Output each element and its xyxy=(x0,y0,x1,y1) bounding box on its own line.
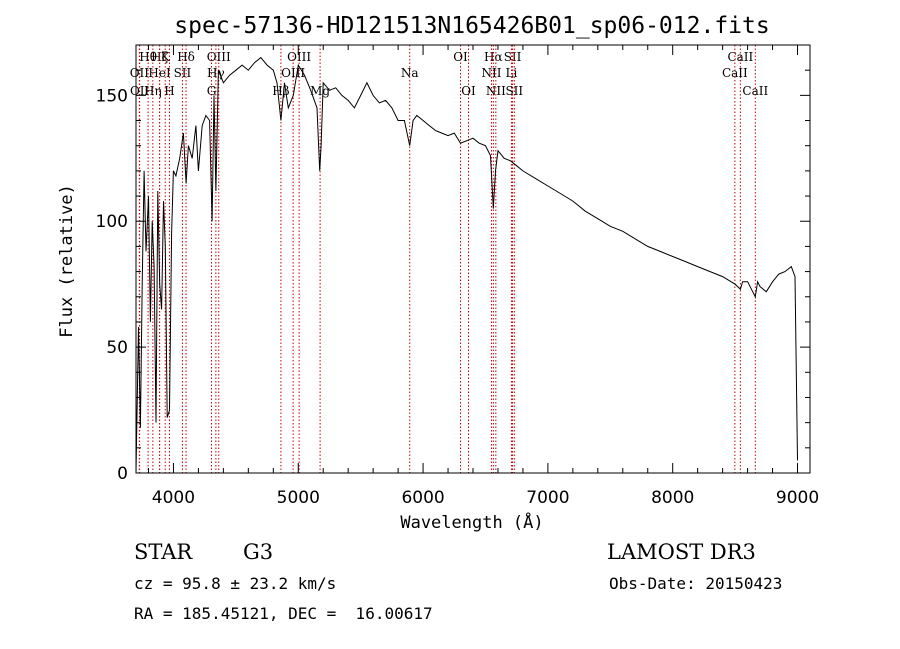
x-tick-label: 6000 xyxy=(401,488,444,508)
line-marker-label: OI xyxy=(453,50,468,64)
y-tick-label: 50 xyxy=(106,338,128,358)
redshift-info: cz = 95.8 ± 23.2 km/s xyxy=(134,574,337,593)
line-marker-label: K xyxy=(161,50,171,64)
line-marker-label: Mg xyxy=(310,84,330,98)
line-marker-label: SII xyxy=(505,84,523,98)
y-tick-label: 100 xyxy=(96,212,128,232)
line-marker-label: HeI xyxy=(148,66,171,80)
line-marker-label: G xyxy=(207,84,217,98)
x-axis-label: Wavelength (Å) xyxy=(400,511,543,533)
x-tick-label: 5000 xyxy=(277,488,320,508)
x-tick-label: 4000 xyxy=(152,488,195,508)
line-marker-label: Na xyxy=(401,66,419,80)
line-marker-label: H xyxy=(164,84,174,98)
line-marker-label: CaII xyxy=(722,66,748,80)
y-tick-label: 150 xyxy=(96,86,128,106)
line-marker-label: CaII xyxy=(742,84,768,98)
spectrum-line xyxy=(135,56,798,474)
line-marker-label: OIII xyxy=(287,50,311,64)
line-marker-label: OIII xyxy=(207,50,231,64)
line-marker-label: NII xyxy=(486,84,506,98)
line-marker-label: Li xyxy=(506,66,518,80)
line-marker-label: SII xyxy=(504,50,522,64)
line-marker-label: CaII xyxy=(727,50,753,64)
object-class: STAR xyxy=(134,540,193,564)
line-marker-label: Hα xyxy=(484,50,503,64)
x-tick-label: 8000 xyxy=(651,488,694,508)
line-marker-label: OI xyxy=(461,84,476,98)
x-tick-label: 9000 xyxy=(776,488,819,508)
axis-ticks: 4000 5000 6000 7000 8000 9000 0 50 100 150 xyxy=(96,45,819,508)
subclass: G3 xyxy=(243,540,274,564)
line-marker-label: SII xyxy=(174,66,192,80)
chart-title: spec-57136-HD121513N165426B01_sp06-012.f… xyxy=(174,13,769,39)
line-marker-label: OII xyxy=(130,84,150,98)
y-axis-label: Flux (relative) xyxy=(57,184,77,338)
line-marker-label: Hγ xyxy=(207,66,225,80)
line-marker-label: Hβ xyxy=(272,84,289,98)
line-marker-label: Hη xyxy=(144,84,162,98)
x-tick-label: 7000 xyxy=(526,488,569,508)
line-marker-label: NII xyxy=(481,66,501,80)
line-marker-label: Hδ xyxy=(177,50,195,64)
coordinates: RA = 185.45121, DEC = 16.00617 xyxy=(134,604,433,623)
plot-frame xyxy=(135,44,811,474)
survey-name: LAMOST DR3 xyxy=(607,540,756,564)
y-tick-label: 0 xyxy=(117,464,128,484)
obs-date: Obs-Date: 20150423 xyxy=(609,574,783,593)
line-marker-label: OIII xyxy=(281,66,305,80)
